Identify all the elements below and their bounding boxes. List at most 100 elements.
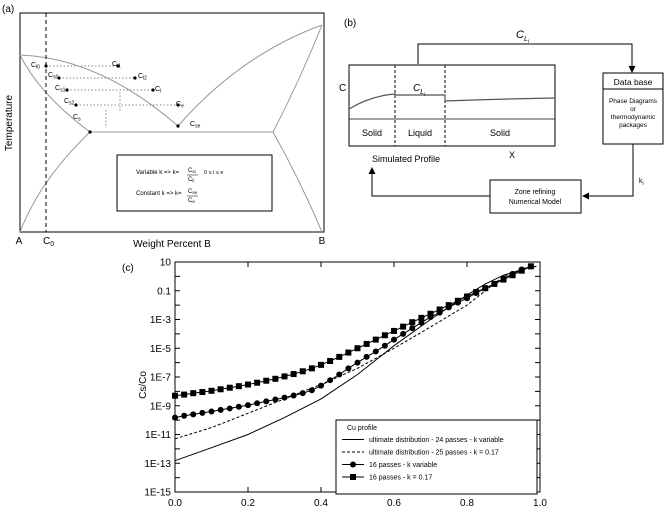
point-marker-circle [290, 392, 297, 399]
point-marker-square [391, 327, 397, 334]
point-marker-square [208, 387, 215, 394]
point-marker-square [318, 361, 324, 368]
model-line-1: Zone refining [515, 189, 556, 196]
arrow-database-to-model [582, 144, 634, 200]
point-marker-circle [281, 394, 288, 401]
point-marker-circle [217, 406, 224, 413]
series-line-3 [174, 265, 532, 397]
model-line-2: Numerical Model [509, 199, 562, 206]
legend-label: ultimate distribution - 25 passes - k = … [369, 450, 499, 457]
point-marker-circle [336, 371, 343, 378]
database-body: Phase Diagrams or thermodynamic packages [609, 98, 658, 129]
point-marker-circle [272, 396, 279, 403]
point-marker-square [254, 379, 261, 386]
legend-box [335, 419, 538, 495]
x-axis-label: X [509, 150, 515, 160]
legend-swatch-marker [350, 474, 356, 480]
y-tick-label: 1E-9 [150, 401, 172, 412]
point-marker-square [500, 276, 507, 283]
point-marker-circle [263, 398, 270, 405]
y-tick-label: 1E-3 [150, 315, 172, 326]
point-marker-square [245, 381, 251, 388]
solvus-left [19, 131, 91, 233]
panel-a-label: (a) [2, 4, 14, 15]
point-marker-circle [235, 403, 242, 410]
x-tick-label: 0.6 [387, 498, 401, 509]
c-axis-label: C [339, 83, 346, 94]
liquidus-curve [19, 24, 323, 127]
point-cl0-right [116, 64, 120, 68]
panel-a-frame [19, 12, 325, 233]
point-marker-circle [372, 348, 379, 355]
constant-k-text: Constant k => k= [136, 191, 182, 197]
point-cs [74, 103, 78, 107]
variable-k-text: Variable k => k= [136, 170, 180, 176]
point-marker-square [336, 353, 343, 360]
point-marker-circle [245, 402, 251, 409]
point-marker-square [363, 340, 370, 347]
variable-k-den: Cli [188, 177, 194, 183]
point-marker-circle [172, 414, 178, 421]
point-marker-circle [354, 359, 361, 366]
point-marker-square [217, 386, 224, 393]
point-marker-circle [254, 400, 261, 407]
point-marker-square [272, 375, 279, 382]
solidus-curve [19, 54, 91, 133]
svg-text:Phase Diagrams: Phase Diagrams [609, 98, 658, 105]
chart-plot-area: 1E-15 1E-13 1E-11 1E-9 1E-7 1E-5 1E-3 0.1 10 0.0 0… [144, 258, 547, 510]
label-cl1: Cl1 [112, 61, 121, 70]
panel-a-xlabel: Weight Percent B [133, 239, 211, 250]
legend-title: Cu profile [347, 425, 377, 432]
y-tick-label: 1E-13 [144, 459, 171, 470]
point-marker-square [509, 272, 516, 279]
x-tick-label: 0.0 [168, 498, 182, 509]
point-marker-square [299, 368, 306, 375]
axis-end-b: B [319, 236, 326, 247]
simulated-profile-label: Simulated Profile [372, 154, 440, 164]
point-marker-circle [226, 405, 233, 412]
c0-axis-label: C0 [43, 236, 54, 248]
series-line-1 [174, 265, 537, 440]
point-marker-square [263, 377, 270, 384]
point-marker-square [400, 323, 407, 330]
chart-ylabel: Cs/Co [138, 371, 149, 399]
point-marker-circle [181, 412, 188, 419]
point-marker-circle [381, 342, 388, 349]
point-marker-circle [299, 390, 306, 397]
model-box [489, 179, 582, 214]
point-marker-square [409, 319, 416, 326]
y-tick-label: 10 [160, 258, 172, 269]
point-marker-circle [208, 408, 215, 415]
constant-k-num: Cse [188, 189, 198, 195]
panel-c-label: (c) [122, 263, 134, 274]
panel-b-label: (b) [344, 18, 356, 29]
solvus-right [272, 131, 323, 233]
legend-label: ultimate distribution - 24 passes - k va… [369, 437, 504, 444]
tie-lines [46, 65, 178, 128]
label-cs0: Cs0 [48, 72, 59, 81]
point-marker-square [290, 371, 297, 378]
region-solid-right: Solid [490, 128, 510, 138]
point-cl0 [44, 64, 48, 68]
svg-text:or: or [630, 106, 637, 113]
x-tick-label: 0.4 [314, 498, 328, 509]
point-marker-square [464, 293, 470, 300]
point-marker-square [482, 285, 489, 292]
label-cs1: Cs1 [55, 85, 66, 94]
point-marker-circle [199, 409, 206, 416]
point-cs2 [65, 88, 69, 92]
variable-k-num: Csi [188, 168, 196, 174]
point-marker-square [427, 310, 434, 317]
phase-points [44, 64, 180, 134]
label-cs2: Cs2 [64, 98, 75, 107]
point-marker-circle [363, 353, 370, 360]
y-tick-label: 1E-15 [144, 488, 171, 499]
point-marker-square [308, 365, 315, 372]
profile-box [348, 64, 556, 147]
chart-legend: Cu profile ultimate distribution - 24 pa… [335, 419, 538, 495]
top-arrow-to-database [417, 43, 636, 73]
axis-end-a: A [16, 236, 23, 247]
y-tick-label: 0.1 [157, 286, 171, 297]
point-marker-square [199, 389, 206, 396]
